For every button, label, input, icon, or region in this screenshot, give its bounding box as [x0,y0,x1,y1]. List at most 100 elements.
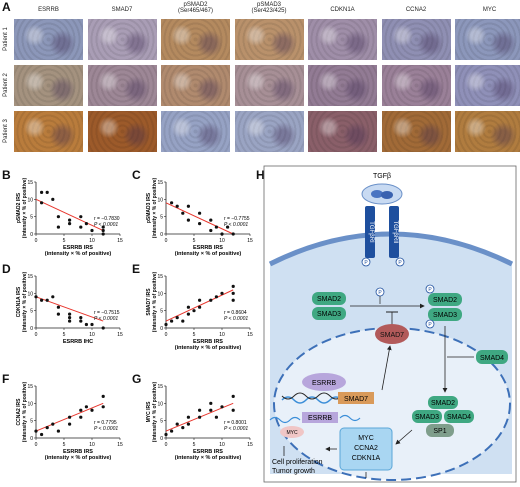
ihc-image-tile [14,111,83,152]
svg-text:P: P [428,322,432,328]
y-tick-label: 5 [160,419,163,425]
myc-protein [280,426,304,438]
y-tick-label: 15 [157,274,163,280]
regression-line [165,289,234,322]
y-axis-label: CDKN1A IRS [16,286,22,317]
ihc-image-tile [234,111,304,152]
data-point [84,405,88,409]
y-tick-label: 15 [27,274,33,280]
y-axis-label: SMAD7 IRS [146,288,152,316]
x-tick-label: 10 [219,442,225,448]
y-tick-label: 10 [157,291,163,297]
ihc-image-tile [14,65,83,106]
stat-r: r = −0.7755 [224,216,250,222]
nucleus [273,327,511,481]
y-axis-label-2: (intensity × % of positive) [152,381,158,442]
data-point [175,422,179,426]
data-point [192,309,196,313]
data-point [198,305,202,309]
x-axis-label-2: (intensity × % of positive) [175,345,242,350]
data-point [79,316,83,320]
y-tick-label: 15 [157,180,163,186]
pathway-diagram: TGFβRI TGFβRII TGFβ P P SMAD2 SMAD3 P SM… [263,165,517,483]
ihc-image-tile [381,19,451,60]
data-point [231,284,235,288]
y-tick-label: 5 [160,215,163,221]
ihc-image-tile [14,19,83,60]
svg-text:ESRRB: ESRRB [308,415,332,422]
y-axis-label-2: (intensity × % of positive) [22,177,28,238]
smad7-node [375,324,409,344]
y-tick-label: 10 [157,401,163,407]
data-point [181,426,185,430]
ihc-image-tile [455,65,520,106]
panel-label-c: C [132,168,141,182]
ihc-image-tile [161,19,230,60]
data-point [220,405,224,409]
y-axis-label-2: (intensity × % of positive) [22,271,28,332]
svg-text:CCNA2: CCNA2 [354,445,378,452]
data-point [101,394,105,398]
data-point [56,225,61,229]
data-point [181,211,185,215]
data-point [79,319,83,323]
data-point [220,232,224,236]
y-tick-label: 10 [27,291,33,297]
sp1-node [426,424,454,437]
nuclear-smad4 [444,410,474,423]
svg-text:SMAD7: SMAD7 [380,332,404,339]
data-point [214,225,218,229]
x-tick-label: 5 [193,442,196,448]
data-point [220,291,224,295]
ihc-column-header: ESRRB [38,7,59,13]
ihc-image-tile [308,111,377,152]
svg-text:SMAD2: SMAD2 [317,296,341,303]
y-tick-label: 0 [30,436,33,442]
svg-text:SMAD2: SMAD2 [433,297,457,304]
svg-text:P: P [378,290,382,296]
data-point [170,201,174,205]
data-point [68,312,72,316]
panel-label-h: H [256,168,265,182]
data-point [231,408,235,412]
ihc-column-header: CDKN1A [330,7,355,13]
data-point [198,298,202,302]
y-tick-label: 0 [160,232,163,238]
data-point [68,316,72,320]
y-tick-label: 10 [27,197,33,203]
panel-label-d: D [2,262,11,276]
x-tick-label: 10 [89,332,95,338]
x-axis-label: ESRRB IRS [63,449,93,455]
svg-text:SMAD2: SMAD2 [431,400,455,407]
data-point [209,218,213,222]
svg-text:SMAD4: SMAD4 [480,355,504,362]
data-point [209,401,213,405]
stat-r: r = −0.7830 [94,216,120,222]
data-point [56,215,61,219]
data-point [164,432,168,437]
x-tick-label: 0 [165,238,168,244]
data-point [101,326,105,330]
data-point [45,298,49,302]
data-point [101,405,105,409]
data-point [186,305,190,309]
x-tick-label: 0 [165,442,168,448]
y-axis-label: CCNA2 IRS [16,398,22,426]
esrrb-protein [302,373,346,391]
ihc-image-tile [87,111,157,152]
x-axis-label-2: (intensity × % of positive) [45,251,112,256]
data-point [186,204,190,208]
data-point [40,190,44,194]
x-tick-label: 0 [35,442,38,448]
psmad3-node [428,308,462,321]
x-axis-label: ESRRB IRS [193,339,223,345]
ihc-image-tile [234,65,304,106]
x-tick-label: 10 [89,238,95,244]
y-axis-label-2: (intensity × % of positive) [22,381,28,442]
ihc-image-tile [308,19,377,60]
x-tick-label: 15 [117,332,123,338]
